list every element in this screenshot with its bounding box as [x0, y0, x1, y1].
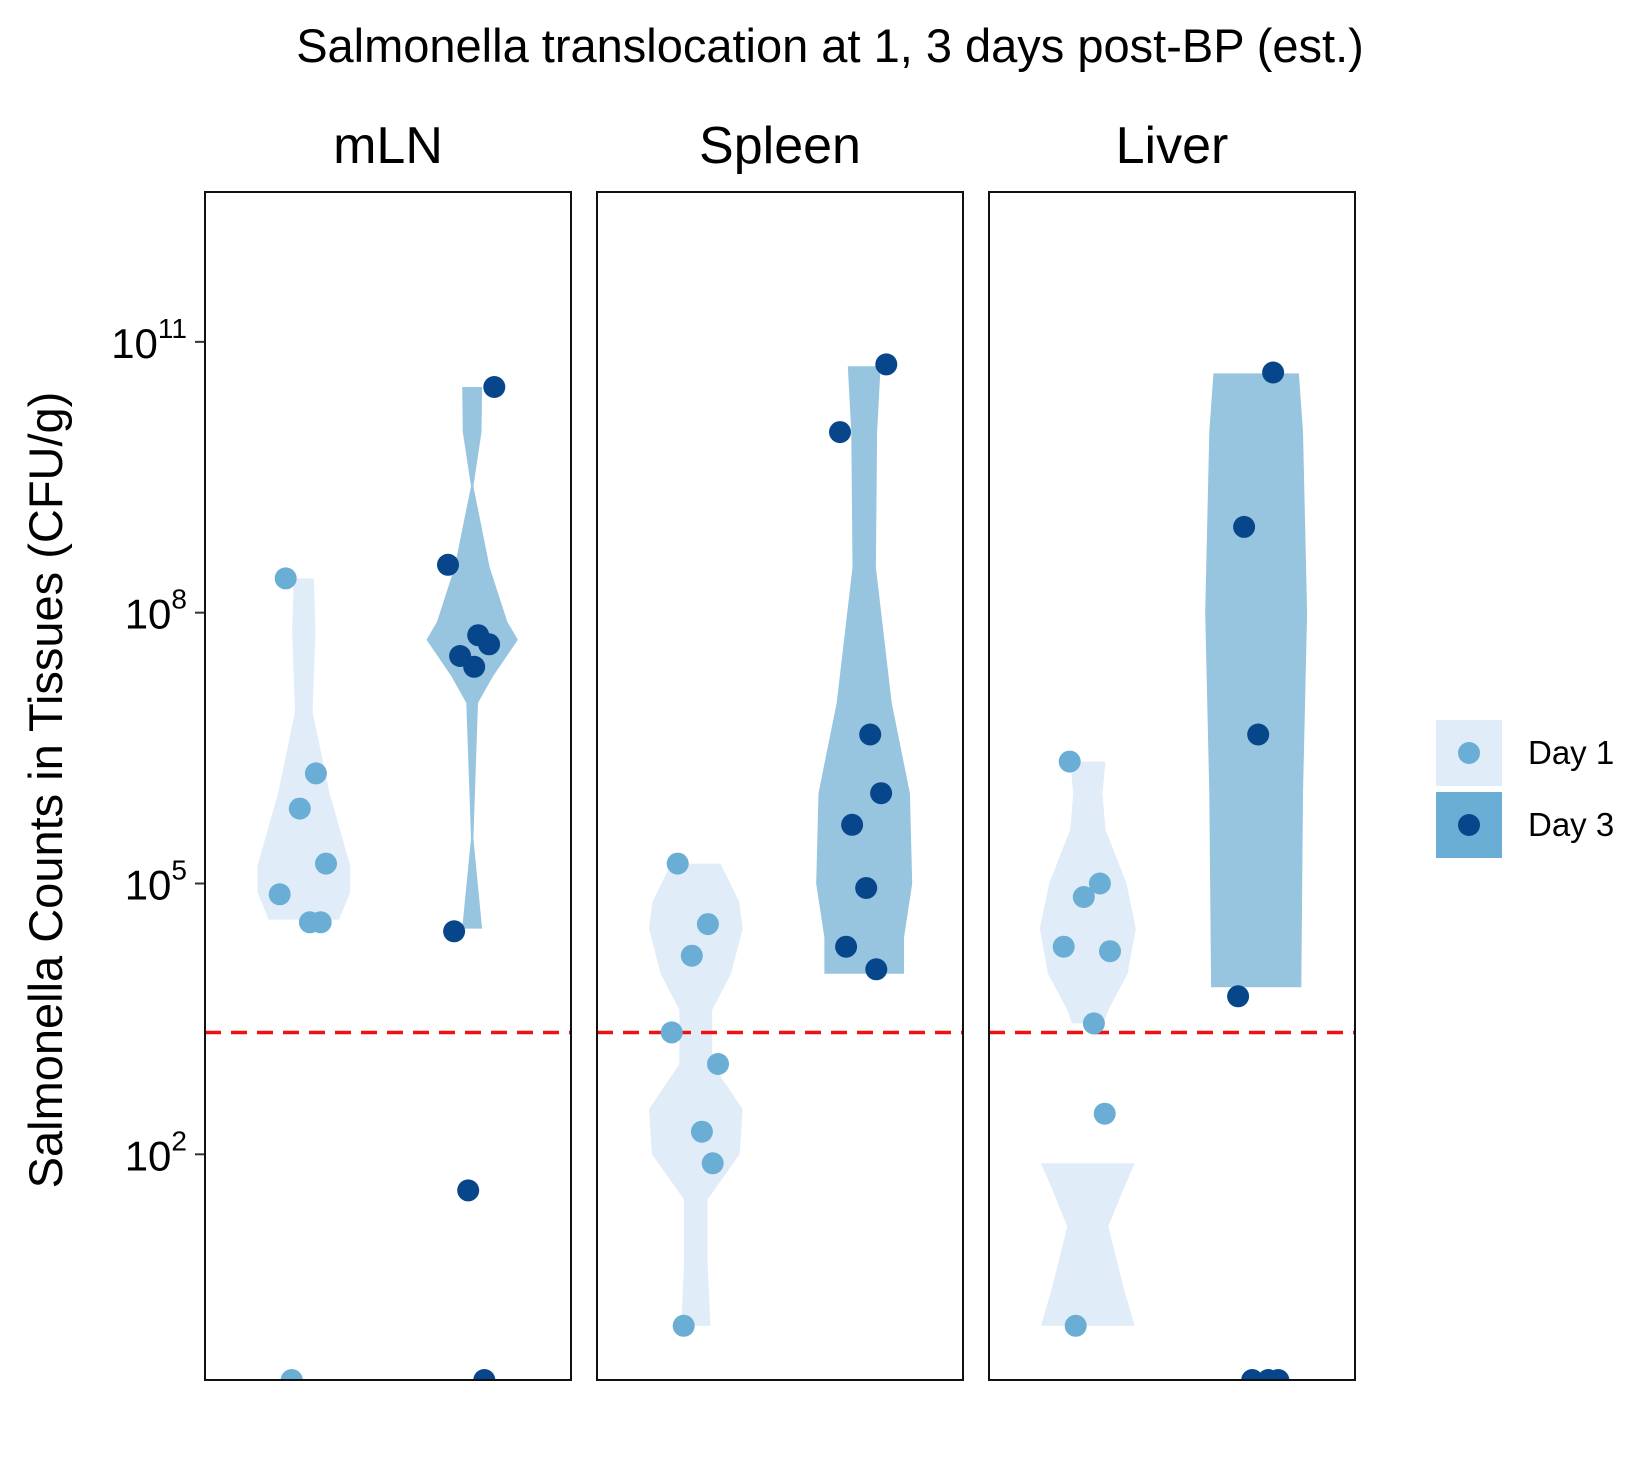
facet-panels: mLN Spleen Liver — [204, 117, 1356, 1381]
data-point — [690, 1120, 713, 1143]
data-point — [835, 935, 858, 958]
data-point — [268, 883, 291, 906]
panel-strip-label: mLN — [333, 117, 443, 175]
data-point — [1227, 985, 1250, 1008]
y-axis-label: Salmonella Counts in Tissues (CFU/g) — [19, 392, 72, 1189]
data-point — [1241, 1369, 1264, 1380]
data-point — [457, 1179, 480, 1202]
data-point — [701, 1152, 724, 1175]
data-point — [1082, 1012, 1105, 1035]
data-point — [870, 782, 893, 805]
panel-spleen: Spleen — [596, 117, 964, 1381]
panel-liver: Liver — [988, 117, 1356, 1381]
panel-mln: mLN — [204, 117, 572, 1381]
data-point — [304, 762, 327, 785]
violin-spleen-day-3 — [816, 366, 913, 974]
data-point — [280, 1369, 303, 1380]
data-point — [309, 911, 332, 934]
y-tick-label-3: 1011 — [111, 313, 187, 367]
data-point — [1072, 886, 1095, 908]
data-point — [680, 944, 703, 967]
data-point — [1247, 723, 1270, 746]
y-tick-label-0: 102 — [125, 1125, 187, 1179]
chart-title: Salmonella translocation at 1, 3 days po… — [296, 19, 1364, 72]
panel-frame — [204, 191, 572, 1381]
data-point — [1052, 935, 1075, 958]
data-point — [875, 353, 898, 376]
legend-point — [1458, 814, 1480, 836]
violin-liver-day-1 — [1041, 1163, 1135, 1326]
data-point — [1093, 1102, 1116, 1125]
panel-strip-label: Liver — [1116, 117, 1229, 175]
data-point — [707, 1053, 729, 1075]
data-point — [1058, 750, 1081, 773]
data-point — [478, 633, 501, 656]
panel-frame — [988, 191, 1356, 1381]
data-point — [463, 655, 486, 678]
data-point — [1267, 1369, 1290, 1380]
data-point — [473, 1369, 496, 1380]
data-point — [666, 852, 689, 875]
data-point — [1088, 872, 1111, 895]
data-point — [1262, 361, 1285, 384]
legend-point — [1458, 742, 1480, 764]
y-axis: 102 105 108 1011 — [111, 313, 205, 1179]
data-point — [483, 376, 506, 398]
violin-liver-day-3 — [1205, 373, 1308, 988]
legend-entry-2: Day 3 — [1436, 792, 1614, 858]
data-point — [865, 958, 888, 981]
data-point — [859, 723, 882, 746]
y-tick-label-2: 108 — [125, 584, 187, 638]
data-point — [829, 421, 851, 444]
violin-spleen-day-1 — [649, 863, 743, 1326]
y-tick-label-1: 105 — [125, 854, 187, 908]
data-point — [1064, 1314, 1087, 1337]
legend-label: Day 1 — [1528, 734, 1614, 771]
legend: Day 1 Day 3 — [1436, 720, 1614, 858]
legend-entry-1: Day 1 — [1436, 720, 1614, 786]
data-point — [1233, 515, 1256, 538]
data-point — [855, 877, 878, 899]
data-point — [660, 1021, 683, 1044]
data-point — [1099, 940, 1121, 963]
data-point — [315, 852, 337, 875]
data-point — [437, 553, 459, 576]
panel-strip-label: Spleen — [699, 117, 861, 175]
legend-label: Day 3 — [1528, 806, 1614, 843]
data-point — [274, 567, 297, 590]
data-point — [288, 797, 311, 820]
data-point — [443, 920, 466, 943]
data-point — [841, 813, 864, 836]
violin-mln-day-1 — [257, 578, 351, 920]
data-point — [696, 913, 719, 936]
data-point — [672, 1314, 695, 1337]
panel-frame — [596, 191, 964, 1381]
